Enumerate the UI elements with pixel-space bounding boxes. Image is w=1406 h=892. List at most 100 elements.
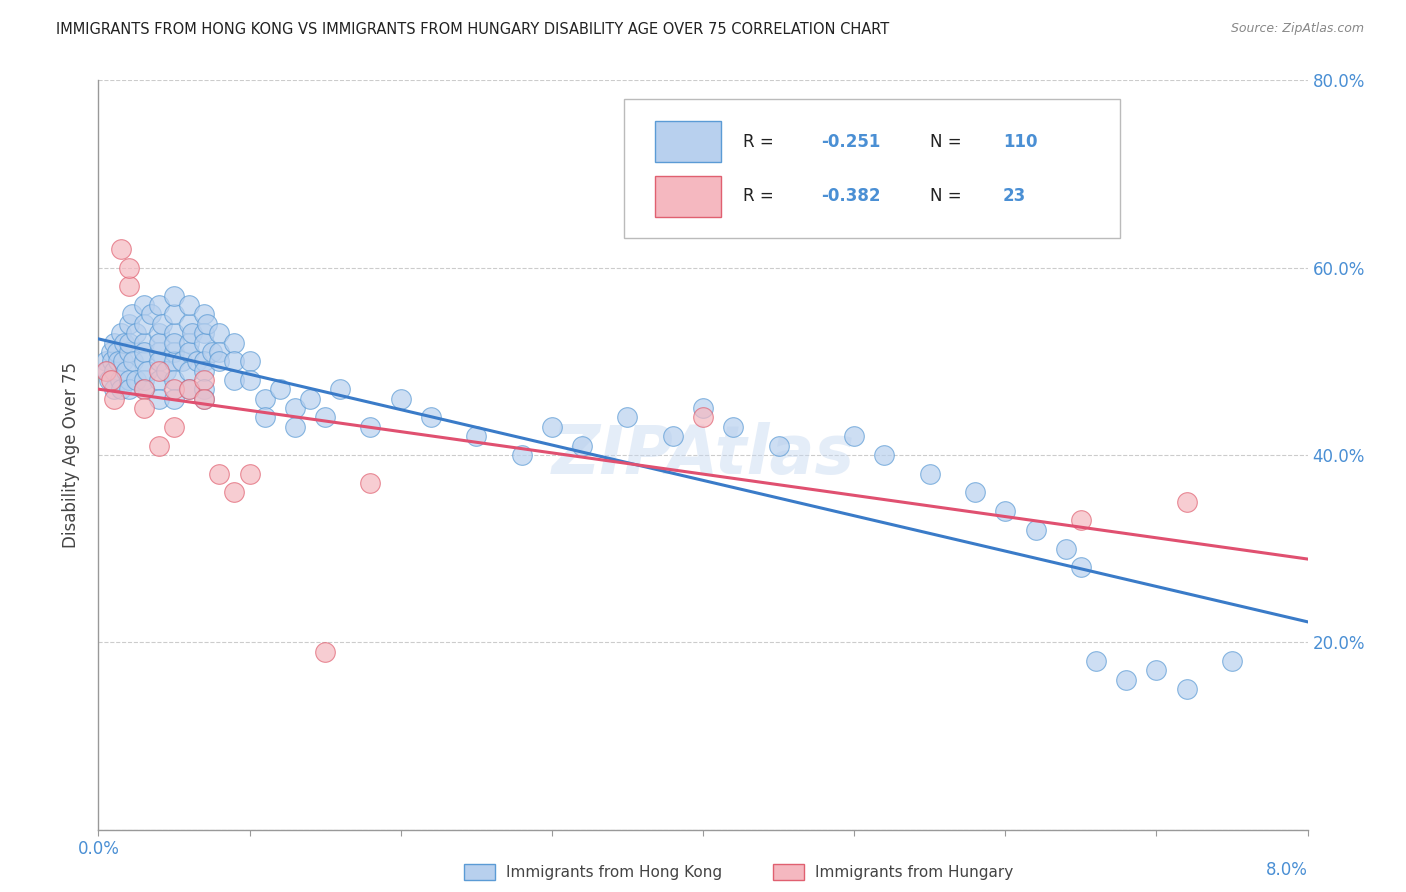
Point [208, 354, 231, 368]
Point [239, 354, 262, 368]
FancyBboxPatch shape [624, 99, 1121, 237]
Point [692, 410, 714, 425]
Point [125, 373, 148, 387]
Point [284, 401, 307, 416]
Point [108, 373, 131, 387]
Point [1070, 560, 1092, 574]
Point [510, 448, 533, 462]
Text: N =: N = [931, 133, 967, 151]
Point [107, 354, 129, 368]
Point [1175, 682, 1198, 697]
Point [179, 382, 201, 396]
Text: 8.0%: 8.0% [1265, 861, 1308, 879]
Point [239, 373, 262, 387]
Point [163, 373, 186, 387]
Point [112, 335, 135, 350]
Point [723, 420, 745, 434]
Point [132, 298, 155, 312]
Point [163, 382, 186, 396]
Point [360, 420, 382, 434]
Point [193, 392, 215, 406]
Point [224, 485, 246, 500]
Point [103, 335, 125, 350]
Text: 110: 110 [1002, 133, 1038, 151]
Point [148, 373, 170, 387]
Point [163, 392, 186, 406]
Point [100, 344, 122, 359]
Text: -0.251: -0.251 [821, 133, 882, 151]
Point [918, 467, 941, 481]
Point [179, 335, 201, 350]
Point [132, 344, 155, 359]
Point [135, 364, 157, 378]
Point [420, 410, 443, 425]
Point [163, 344, 186, 359]
Point [118, 382, 141, 396]
Bar [655, 121, 721, 162]
Point [994, 504, 1017, 518]
Point [1025, 523, 1047, 537]
Point [186, 354, 208, 368]
Point [284, 420, 307, 434]
Point [125, 326, 148, 340]
Point [314, 644, 336, 658]
Point [179, 382, 201, 396]
Text: IMMIGRANTS FROM HONG KONG VS IMMIGRANTS FROM HUNGARY DISABILITY AGE OVER 75 CORR: IMMIGRANTS FROM HONG KONG VS IMMIGRANTS … [56, 22, 890, 37]
Point [195, 317, 218, 331]
Point [314, 410, 336, 425]
Point [1070, 514, 1092, 528]
Point [193, 373, 215, 387]
Point [661, 429, 683, 443]
Point [163, 289, 186, 303]
Text: R =: R = [742, 187, 779, 205]
Point [110, 382, 132, 396]
Point [163, 335, 186, 350]
Point [114, 364, 136, 378]
Point [155, 364, 177, 378]
Point [163, 307, 186, 321]
Point [201, 344, 224, 359]
Point [389, 392, 412, 406]
Point [132, 382, 155, 396]
Point [179, 317, 201, 331]
Point [132, 382, 155, 396]
Point [150, 317, 173, 331]
Point [148, 439, 170, 453]
Point [103, 392, 125, 406]
Point [103, 382, 125, 396]
Point [540, 420, 562, 434]
Point [844, 429, 866, 443]
Point [253, 410, 276, 425]
Point [299, 392, 322, 406]
Point [148, 392, 170, 406]
Point [179, 364, 201, 378]
Point [118, 279, 141, 293]
Point [193, 326, 215, 340]
Point [132, 373, 155, 387]
Point [1175, 494, 1198, 508]
Text: R =: R = [742, 133, 779, 151]
Point [224, 354, 246, 368]
Point [1085, 654, 1108, 668]
Point [768, 439, 790, 453]
Bar [655, 176, 721, 217]
Point [616, 410, 638, 425]
Point [103, 364, 125, 378]
Text: -0.382: -0.382 [821, 187, 882, 205]
Point [193, 307, 215, 321]
Point [118, 344, 141, 359]
Point [100, 373, 122, 387]
Point [181, 326, 204, 340]
Point [329, 382, 352, 396]
Text: Immigrants from Hungary: Immigrants from Hungary [815, 865, 1014, 880]
Point [179, 298, 201, 312]
Point [148, 335, 170, 350]
Point [224, 335, 246, 350]
Point [118, 373, 141, 387]
Point [465, 429, 488, 443]
Point [1220, 654, 1243, 668]
Text: N =: N = [931, 187, 967, 205]
Point [148, 364, 170, 378]
Point [94, 354, 117, 368]
Point [193, 354, 215, 368]
